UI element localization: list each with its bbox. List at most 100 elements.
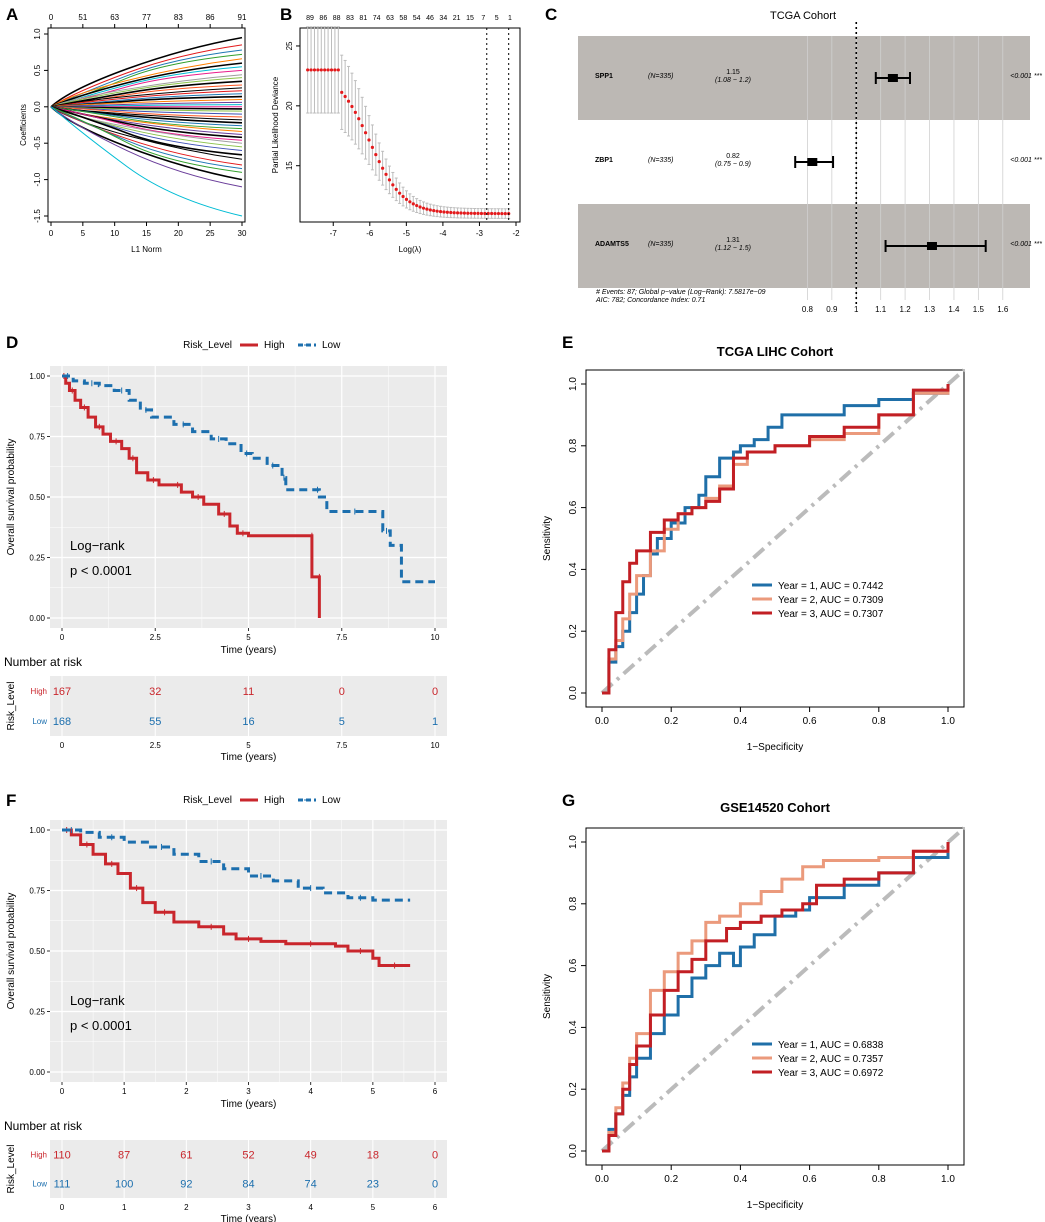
y-tick-label: 0.6 xyxy=(568,958,579,972)
legend-title: Risk_Level xyxy=(183,340,232,351)
y-tick-label: -1.5 xyxy=(33,209,42,223)
top-tick-label: 5 xyxy=(495,15,499,22)
x-tick-label: 30 xyxy=(238,229,247,238)
coef-path xyxy=(50,62,243,108)
y-tick-label: 0.50 xyxy=(29,947,45,956)
plot-box xyxy=(585,827,965,1166)
risk-count: 55 xyxy=(149,716,161,728)
cv-point xyxy=(490,211,494,216)
risk-count: 168 xyxy=(53,716,71,728)
roc-curve xyxy=(602,842,950,1153)
y-tick-label: 20 xyxy=(285,101,294,110)
cv-point xyxy=(363,131,368,135)
cv-point xyxy=(428,208,432,212)
panel-label: D xyxy=(6,333,18,352)
x-tick-label: 1.0 xyxy=(941,716,955,727)
y-tick-label: 0.25 xyxy=(29,554,45,563)
y-tick-label: 0.25 xyxy=(29,1008,45,1017)
cv-point xyxy=(333,68,337,72)
top-tick-label: 63 xyxy=(386,15,394,22)
y-axis-label: Coefficients xyxy=(19,104,28,146)
cv-point xyxy=(398,191,402,195)
y-tick-label: 0.75 xyxy=(29,887,45,896)
ci-label: (1.08 − 1.2) xyxy=(715,77,751,84)
cv-point xyxy=(466,211,470,215)
cv-point xyxy=(459,211,463,215)
risk-x-tick-label: 2.5 xyxy=(150,741,162,750)
x-tick-label: 0 xyxy=(49,229,54,238)
cv-point xyxy=(421,206,426,210)
x-tick-label: -7 xyxy=(330,229,338,238)
x-tick-label: 0.0 xyxy=(595,716,609,727)
diagonal-reference xyxy=(600,368,966,695)
legend-label: Year = 1, AUC = 0.6838 xyxy=(778,1040,884,1051)
x-tick-label: 2.5 xyxy=(150,633,162,642)
x-tick-label: 0.4 xyxy=(733,716,747,727)
footnote: AIC: 782; Concordance Index: 0.71 xyxy=(595,297,705,304)
roc-curve xyxy=(602,384,950,695)
roc-curve xyxy=(602,384,950,695)
cv-point xyxy=(312,68,317,72)
risk-count: 49 xyxy=(305,1150,317,1162)
risk-count: 74 xyxy=(305,1179,317,1191)
cv-point xyxy=(350,104,354,109)
x-tick-label: 0.2 xyxy=(664,1174,678,1185)
risk-count: 32 xyxy=(149,686,161,698)
risk-row-label: Low xyxy=(32,1180,47,1189)
cv-point xyxy=(323,68,327,72)
cv-point xyxy=(367,138,371,142)
top-tick-label: 86 xyxy=(319,15,327,22)
x-tick-label: 0.8 xyxy=(872,716,886,727)
top-tick-label: 34 xyxy=(439,15,447,22)
x-tick-label: 1.2 xyxy=(900,305,912,314)
coef-path xyxy=(50,77,243,108)
cv-point xyxy=(462,211,466,215)
cv-point xyxy=(473,211,477,215)
x-tick-label: 6 xyxy=(433,1087,438,1096)
cv-point xyxy=(496,211,501,216)
cv-point xyxy=(374,153,378,157)
y-axis-label: Sensitivity xyxy=(542,516,553,561)
cv-point xyxy=(500,211,504,216)
legend-label: High xyxy=(264,795,285,806)
top-tick-label: 77 xyxy=(142,13,151,22)
risk-x-tick-label: 0 xyxy=(60,1203,65,1212)
risk-count: 167 xyxy=(53,686,71,698)
cv-point xyxy=(340,90,344,94)
x-axis-label: Time (years) xyxy=(221,1099,277,1110)
panel-label: A xyxy=(6,5,18,24)
footnote: # Events: 87; Global p−value (Log−Rank):… xyxy=(596,289,766,296)
cv-point xyxy=(343,94,347,99)
y-tick-label: -0.5 xyxy=(33,136,42,150)
x-tick-label: 7.5 xyxy=(336,633,348,642)
top-tick-label: 51 xyxy=(78,13,87,22)
plot-box xyxy=(299,27,521,223)
coef-path xyxy=(50,106,243,170)
x-tick-label: 0.6 xyxy=(803,716,817,727)
risk-x-tick-label: 1 xyxy=(122,1203,127,1212)
pvalue-label: p < 0.0001 xyxy=(70,563,132,578)
cv-point xyxy=(411,202,415,206)
risk-count: 5 xyxy=(339,716,345,728)
x-axis-label: Time (years) xyxy=(221,645,277,656)
y-tick-label: 0.0 xyxy=(568,1144,579,1158)
cv-point xyxy=(438,210,443,214)
risk-x-tick-label: 2 xyxy=(184,1203,189,1212)
p-label: <0.001 *** xyxy=(1010,73,1042,80)
y-tick-label: 15 xyxy=(285,161,294,170)
risk-row-label: Low xyxy=(32,717,47,726)
top-tick-label: 63 xyxy=(110,13,119,22)
p-label: <0.001 *** xyxy=(1010,241,1042,248)
risk-table-title: Number at risk xyxy=(4,1119,83,1133)
top-tick-label: 81 xyxy=(359,15,367,22)
x-tick-label: 0.8 xyxy=(802,305,814,314)
cv-point xyxy=(415,203,419,208)
x-axis-label: 1−Specificity xyxy=(747,1200,803,1211)
y-tick-label: 0.00 xyxy=(29,1068,45,1077)
cv-point xyxy=(493,211,497,216)
cv-point xyxy=(336,68,340,72)
x-axis-label: Log(λ) xyxy=(399,245,422,254)
p-label: <0.001 *** xyxy=(1010,157,1042,164)
